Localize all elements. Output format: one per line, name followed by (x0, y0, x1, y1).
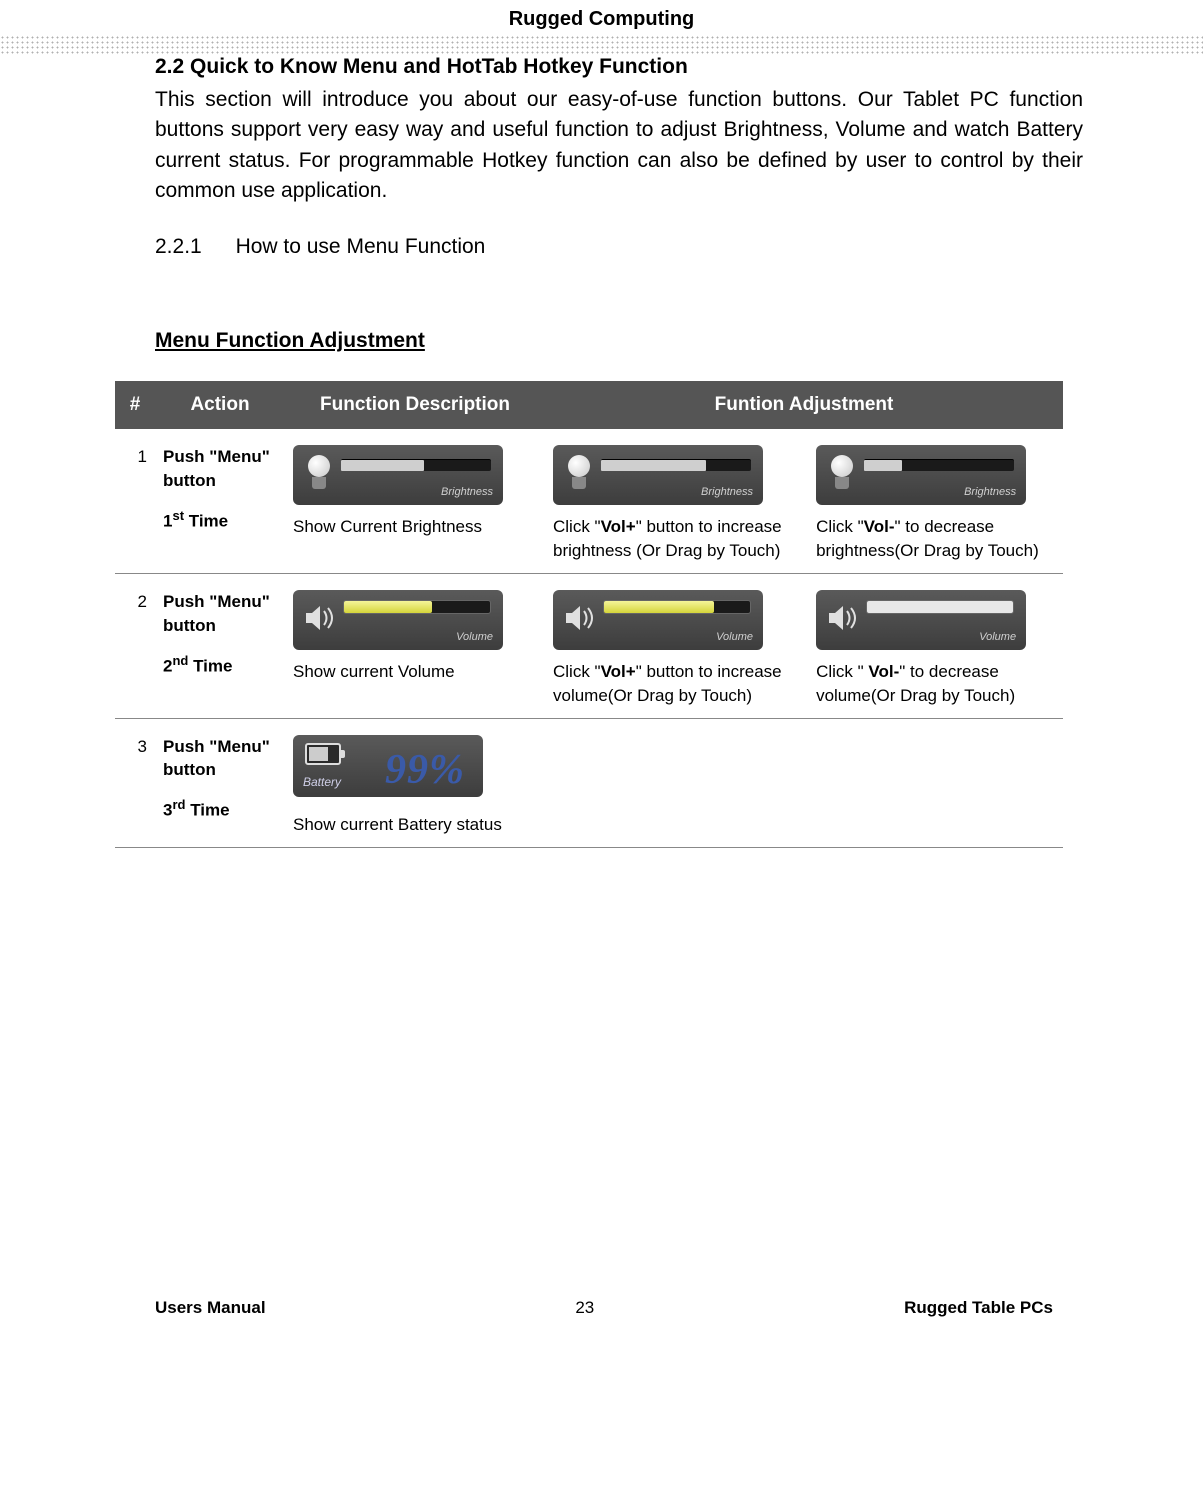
description-cell: Brightness Show Current Brightness (285, 429, 545, 573)
adjustment-cell-1: Volume Click "Vol+" button to increase v… (545, 574, 808, 719)
page-header-title: Rugged Computing (0, 0, 1203, 35)
battery-percentage: 99% (385, 741, 465, 800)
battery-icon (305, 743, 341, 765)
adjustment-caption: Click "Vol-" to decrease brightness(Or D… (816, 515, 1055, 563)
footer-page-number: 23 (575, 1298, 594, 1318)
row-number: 1 (115, 429, 155, 573)
adjustment-caption: Click "Vol+" button to increase brightne… (553, 515, 800, 563)
menu-adjustment-title: Menu Function Adjustment (155, 329, 1083, 353)
table-row: 3 Push "Menu" button 3rd Time Battery 99… (115, 718, 1063, 848)
description-caption: Show current Volume (293, 660, 537, 684)
subsection-title: How to use Menu Function (236, 235, 486, 258)
volume-widget: Volume (553, 590, 763, 650)
description-caption: Show Current Brightness (293, 515, 537, 539)
widget-label: Brightness (441, 485, 493, 500)
speaker-icon (563, 603, 597, 633)
speaker-icon (826, 603, 860, 633)
action-cell: Push "Menu" button 2nd Time (155, 574, 285, 719)
adjustment-caption: Click " Vol-" to decrease volume(Or Drag… (816, 660, 1055, 708)
bulb-icon (563, 455, 595, 495)
action-cell: Push "Menu" button 3rd Time (155, 718, 285, 848)
volume-widget: Volume (293, 590, 503, 650)
th-number: # (115, 381, 155, 430)
section-heading: 2.2 Quick to Know Menu and HotTab Hotkey… (155, 55, 1083, 79)
adjustment-caption: Click "Vol+" button to increase volume(O… (553, 660, 800, 708)
decorative-dot-band (0, 35, 1203, 55)
bulb-icon (303, 455, 335, 495)
volume-bar (866, 600, 1014, 614)
action-time: 2nd Time (163, 652, 232, 678)
adjustment-cell-2: Brightness Click "Vol-" to decrease brig… (808, 429, 1063, 573)
volume-bar (603, 600, 751, 614)
bulb-icon (826, 455, 858, 495)
brightness-bar (864, 459, 1014, 471)
widget-label: Volume (456, 630, 493, 645)
brightness-widget: Brightness (816, 445, 1026, 505)
table-row: 2 Push "Menu" button 2nd Time Volume Sho… (115, 574, 1063, 719)
volume-bar (343, 600, 491, 614)
brightness-bar (601, 459, 751, 471)
adjustment-cell-1: Brightness Click "Vol+" button to increa… (545, 429, 808, 573)
th-action: Action (155, 381, 285, 430)
adjustment-cell-empty (808, 718, 1063, 848)
row-number: 3 (115, 718, 155, 848)
row-number: 2 (115, 574, 155, 719)
subsection-heading: 2.2.1 How to use Menu Function (155, 235, 1083, 259)
footer-left: Users Manual (155, 1298, 266, 1318)
widget-label: Brightness (964, 485, 1016, 500)
subsection-number: 2.2.1 (155, 235, 202, 259)
adjustment-cell-2: Volume Click " Vol-" to decrease volume(… (808, 574, 1063, 719)
th-adjustment: Funtion Adjustment (545, 381, 1063, 430)
description-cell: Battery 99% Show current Battery status (285, 718, 545, 848)
action-cell: Push "Menu" button 1st Time (155, 429, 285, 573)
adjustment-cell-empty (545, 718, 808, 848)
section-intro-paragraph: This section will introduce you about ou… (155, 85, 1083, 207)
widget-label: Brightness (701, 485, 753, 500)
description-cell: Volume Show current Volume (285, 574, 545, 719)
table-row: 1 Push "Menu" button 1st Time Brightness… (115, 429, 1063, 573)
widget-label: Volume (979, 630, 1016, 645)
table-header-row: # Action Function Description Funtion Ad… (115, 381, 1063, 430)
footer-right: Rugged Table PCs (904, 1298, 1053, 1318)
volume-widget: Volume (816, 590, 1026, 650)
menu-function-table: # Action Function Description Funtion Ad… (115, 381, 1063, 848)
brightness-widget: Brightness (553, 445, 763, 505)
action-time: 1st Time (163, 507, 228, 533)
page-footer: Users Manual 23 Rugged Table PCs (0, 1298, 1203, 1358)
th-description: Function Description (285, 381, 545, 430)
battery-label: Battery (303, 774, 341, 791)
brightness-widget: Brightness (293, 445, 503, 505)
speaker-icon (303, 603, 337, 633)
battery-widget: Battery 99% (293, 735, 483, 797)
widget-label: Volume (716, 630, 753, 645)
brightness-bar (341, 459, 491, 471)
description-caption: Show current Battery status (293, 813, 537, 837)
action-time: 3rd Time (163, 796, 230, 822)
